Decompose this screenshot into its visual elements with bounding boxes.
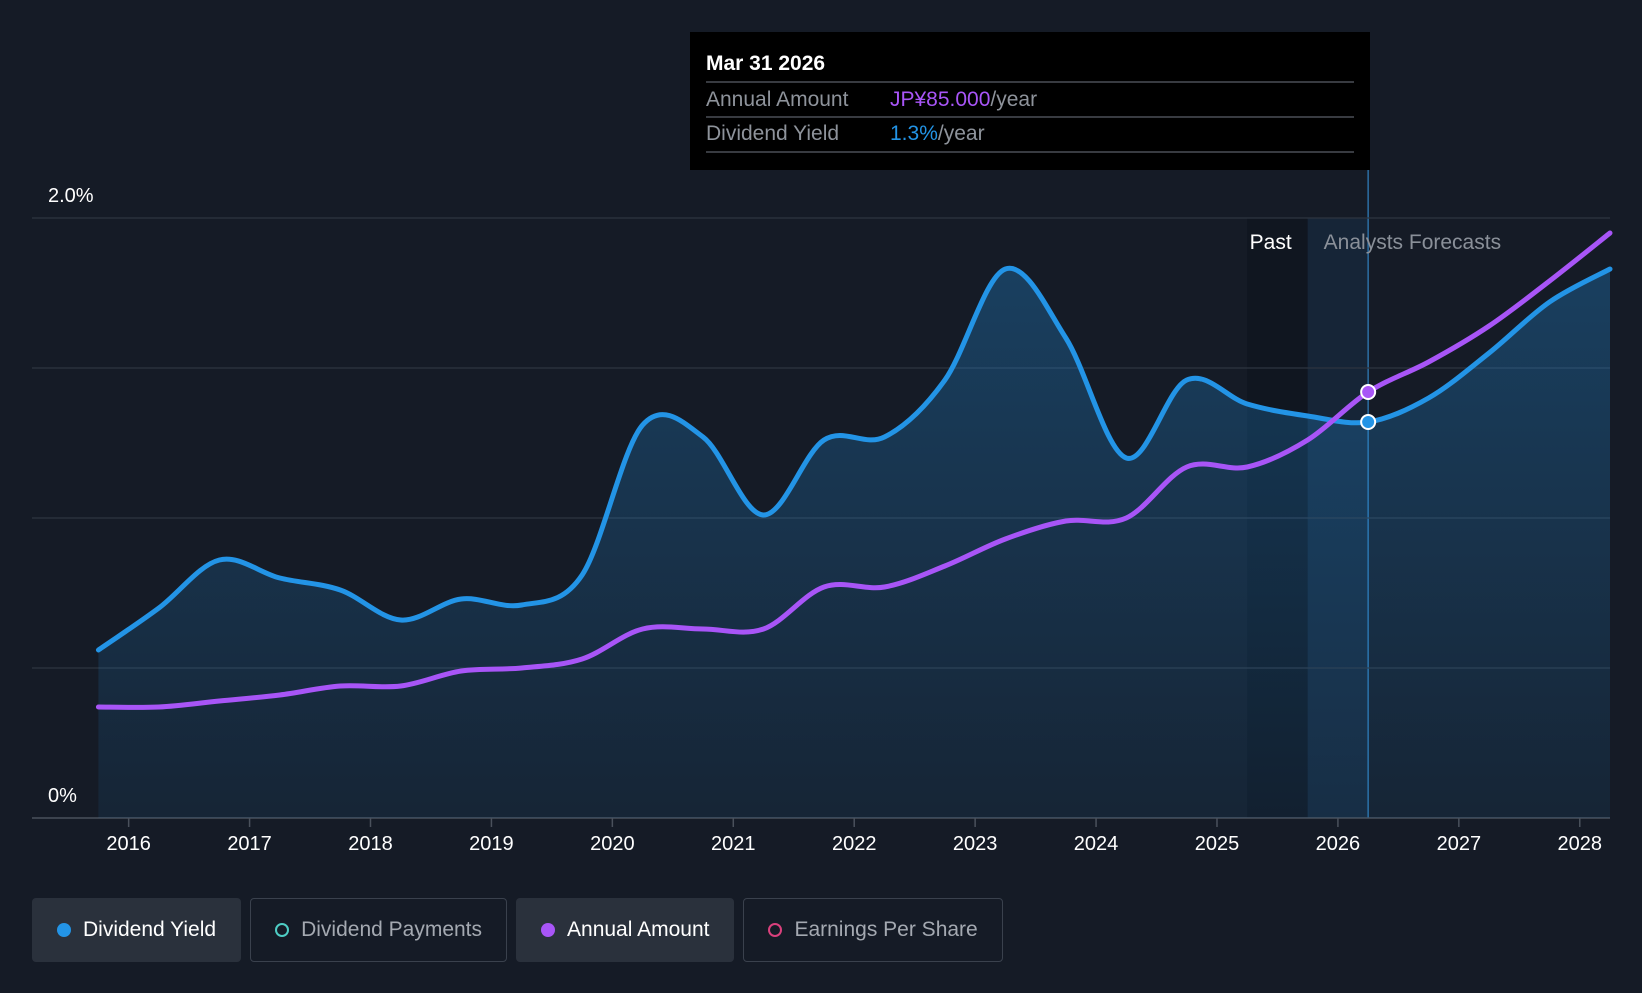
dividend-payments-dot-icon [275,923,290,937]
dividend-yield-area [98,268,1610,818]
x-tick-label: 2020 [590,833,635,855]
legend: Dividend Yield Dividend Payments Annual … [32,898,1003,962]
forecast-label: Analysts Forecasts [1324,231,1501,254]
tooltip-annual-label: Annual Amount [706,88,849,111]
x-tick-label: 2024 [1074,833,1119,855]
tooltip-yield-label: Dividend Yield [706,122,839,145]
dividend-yield-line[interactable] [95,265,1613,653]
x-tick-label: 2028 [1558,833,1603,855]
tooltip-yield-value-line: 1.3%/year [890,122,985,145]
x-tick-label: 2017 [227,833,272,855]
y-tick-label-max: 2.0% [48,185,94,207]
annual-amount-dot-icon [541,923,556,937]
x-tick-label: 2019 [469,833,514,855]
y-tick-label-min: 0% [48,785,77,807]
x-tick-label: 2026 [1316,833,1361,855]
x-tick-label: 2027 [1437,833,1482,855]
legend-label: Dividend Yield [83,918,217,941]
x-tick-label: 2021 [711,833,756,855]
legend-dividend-payments-button[interactable]: Dividend Payments [250,898,508,962]
legend-annual-amount-button[interactable]: Annual Amount [516,898,735,962]
tooltip-yield-suffix: /year [938,122,985,145]
legend-label: Earnings Per Share [794,918,978,941]
tooltip-yield-value: 1.3% [890,122,938,145]
tooltip-annual-suffix: /year [990,88,1037,111]
x-tick-label: 2018 [348,833,393,855]
past-label: Past [1250,231,1292,254]
tooltip-annual-value-line: JP¥85.000/year [890,88,1037,111]
earnings-per-share-dot-icon [768,923,783,937]
x-tick-label: 2022 [832,833,877,855]
x-tick-label: 2016 [106,833,151,855]
legend-earnings-per-share-button[interactable]: Earnings Per Share [743,898,1003,962]
tooltip-annual-value: JP¥85.000 [890,88,990,111]
tooltip: Mar 31 2026 Annual Amount JP¥85.000/year… [690,32,1370,170]
dividend-yield-dot-icon [57,923,71,937]
x-tick-label: 2025 [1195,833,1240,855]
legend-label: Dividend Payments [301,918,483,941]
legend-label: Annual Amount [567,918,710,941]
tooltip-date: Mar 31 2026 [706,52,825,75]
annual-amount-hover-point [1360,384,1377,400]
x-tick-label: 2023 [953,833,998,855]
dividend-yield-hover-point [1360,414,1377,430]
legend-dividend-yield-button[interactable]: Dividend Yield [32,898,242,962]
